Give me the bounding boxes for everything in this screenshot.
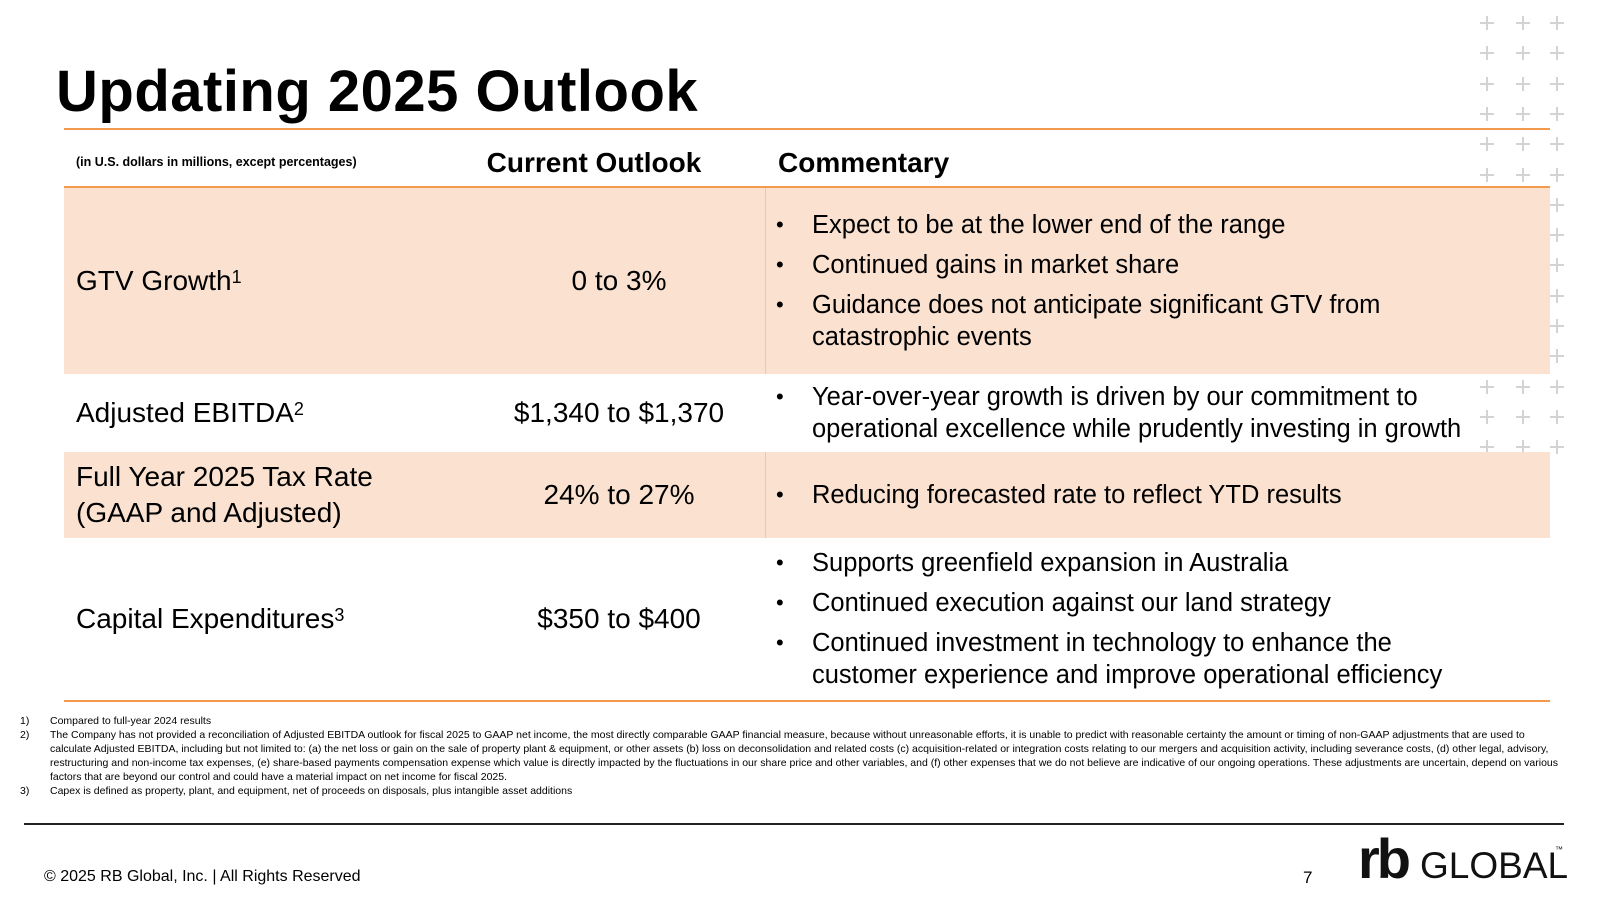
footnote-number: 2)	[20, 729, 30, 741]
commentary-list: Year-over-year growth is driven by our c…	[776, 374, 1550, 452]
commentary-bullet: Guidance does not anticipate significant…	[776, 289, 1550, 353]
footnote-text: Compared to full-year 2024 results	[50, 715, 212, 727]
commentary-bullet: Year-over-year growth is driven by our c…	[776, 381, 1550, 445]
outlook-value: 0 to 3%	[571, 265, 667, 296]
footnote-item: 3) Capex is defined as property, plant, …	[20, 784, 1560, 798]
column-header-commentary: Commentary	[778, 147, 950, 178]
commentary-bullet: Reducing forecasted rate to reflect YTD …	[776, 479, 1550, 511]
commentary-list: Supports greenfield expansion in Austral…	[776, 538, 1550, 700]
copyright-text: © 2025 RB Global, Inc. | All Rights Rese…	[44, 868, 361, 885]
plus-icon	[1550, 106, 1564, 121]
logo-mark: rb	[1358, 834, 1409, 886]
footnotes: 1) Compared to full-year 2024 results 2)…	[20, 714, 1560, 798]
page-title: Updating 2025 Outlook	[56, 59, 699, 124]
footnote-item: 1) Compared to full-year 2024 results	[20, 714, 1560, 728]
table-header: (in U.S. dollars in millions, except per…	[64, 133, 1550, 191]
footer-rule	[24, 823, 1564, 825]
commentary-bullet: Continued investment in technology to en…	[776, 627, 1550, 691]
footnote-marker: 1	[231, 267, 242, 287]
metric-name: GTV Growth	[76, 265, 232, 296]
plus-icon	[1516, 167, 1530, 182]
units-note: (in U.S. dollars in millions, except per…	[76, 155, 357, 169]
plus-icon	[1516, 76, 1530, 91]
commentary-list: Reducing forecasted rate to reflect YTD …	[776, 452, 1550, 538]
column-divider	[765, 188, 766, 374]
footnote-number: 1)	[20, 715, 30, 727]
plus-icon	[1550, 379, 1564, 394]
footnote-marker: 2	[293, 399, 304, 419]
plus-icon	[1516, 137, 1530, 152]
plus-icon	[1480, 16, 1494, 30]
plus-icon	[1516, 440, 1530, 455]
metric-label: Capital Expenditures 3	[76, 538, 456, 700]
plus-icon	[1550, 409, 1564, 424]
plus-icon	[1516, 106, 1530, 121]
plus-icon	[1550, 46, 1564, 61]
metric-name: Adjusted EBITDA	[76, 397, 294, 428]
commentary-bullet: Continued execution against our land str…	[776, 587, 1550, 619]
column-header-outlook: Current Outlook	[486, 147, 702, 178]
plus-icon	[1480, 76, 1494, 91]
metric-name: Full Year 2025 Tax Rate (GAAP and Adjust…	[76, 461, 373, 528]
commentary-bullet: Continued gains in market share	[776, 249, 1550, 281]
plus-icon	[1550, 258, 1564, 273]
plus-icon	[1550, 167, 1564, 182]
page-number: 7	[1303, 868, 1313, 887]
outlook-value: $350 to $400	[537, 603, 701, 634]
table-top-rule	[64, 128, 1550, 130]
metric-name: Capital Expenditures	[76, 603, 335, 634]
plus-icon	[1480, 440, 1494, 455]
plus-icon	[1480, 137, 1494, 152]
footnote-text: The Company has not provided a reconcili…	[50, 729, 1559, 783]
plus-icon	[1516, 16, 1530, 30]
logo-wordmark: GLOBAL	[1420, 845, 1568, 886]
outlook-value: $1,340 to $1,370	[513, 397, 725, 428]
footnote-marker: 3	[334, 605, 345, 625]
plus-icon	[1550, 137, 1564, 152]
column-divider	[765, 452, 766, 538]
table-row-tax-rate: Full Year 2025 Tax Rate (GAAP and Adjust…	[64, 452, 1550, 538]
plus-icon	[1480, 167, 1494, 182]
outlook-value: 24% to 27%	[543, 479, 695, 510]
footnote-item: 2) The Company has not provided a reconc…	[20, 728, 1560, 784]
commentary-bullet: Expect to be at the lower end of the ran…	[776, 209, 1550, 241]
plus-icon	[1550, 440, 1564, 455]
plus-icon	[1550, 16, 1564, 30]
table-bottom-rule	[64, 700, 1550, 702]
footnote-text: Capex is defined as property, plant, and…	[50, 785, 573, 797]
plus-icon	[1550, 319, 1564, 333]
plus-icon	[1480, 46, 1494, 61]
plus-icon	[1550, 197, 1564, 212]
commentary-bullet: Supports greenfield expansion in Austral…	[776, 547, 1550, 579]
metric-label: GTV Growth 1	[76, 188, 456, 374]
plus-icon	[1550, 349, 1564, 364]
table-header-rule	[64, 186, 1550, 188]
rb-global-logo: rb GLOBAL ™	[1358, 834, 1568, 886]
plus-icon	[1550, 76, 1564, 91]
metric-label: Full Year 2025 Tax Rate (GAAP and Adjust…	[76, 452, 416, 538]
logo-trademark: ™	[1555, 845, 1563, 854]
plus-icon	[1550, 288, 1564, 303]
metric-label: Adjusted EBITDA 2	[76, 374, 456, 452]
plus-icon	[1516, 46, 1530, 61]
plus-icon	[1480, 106, 1494, 121]
plus-icon	[1550, 228, 1564, 243]
footnote-number: 3)	[20, 785, 30, 797]
commentary-list: Expect to be at the lower end of the ran…	[776, 188, 1550, 374]
